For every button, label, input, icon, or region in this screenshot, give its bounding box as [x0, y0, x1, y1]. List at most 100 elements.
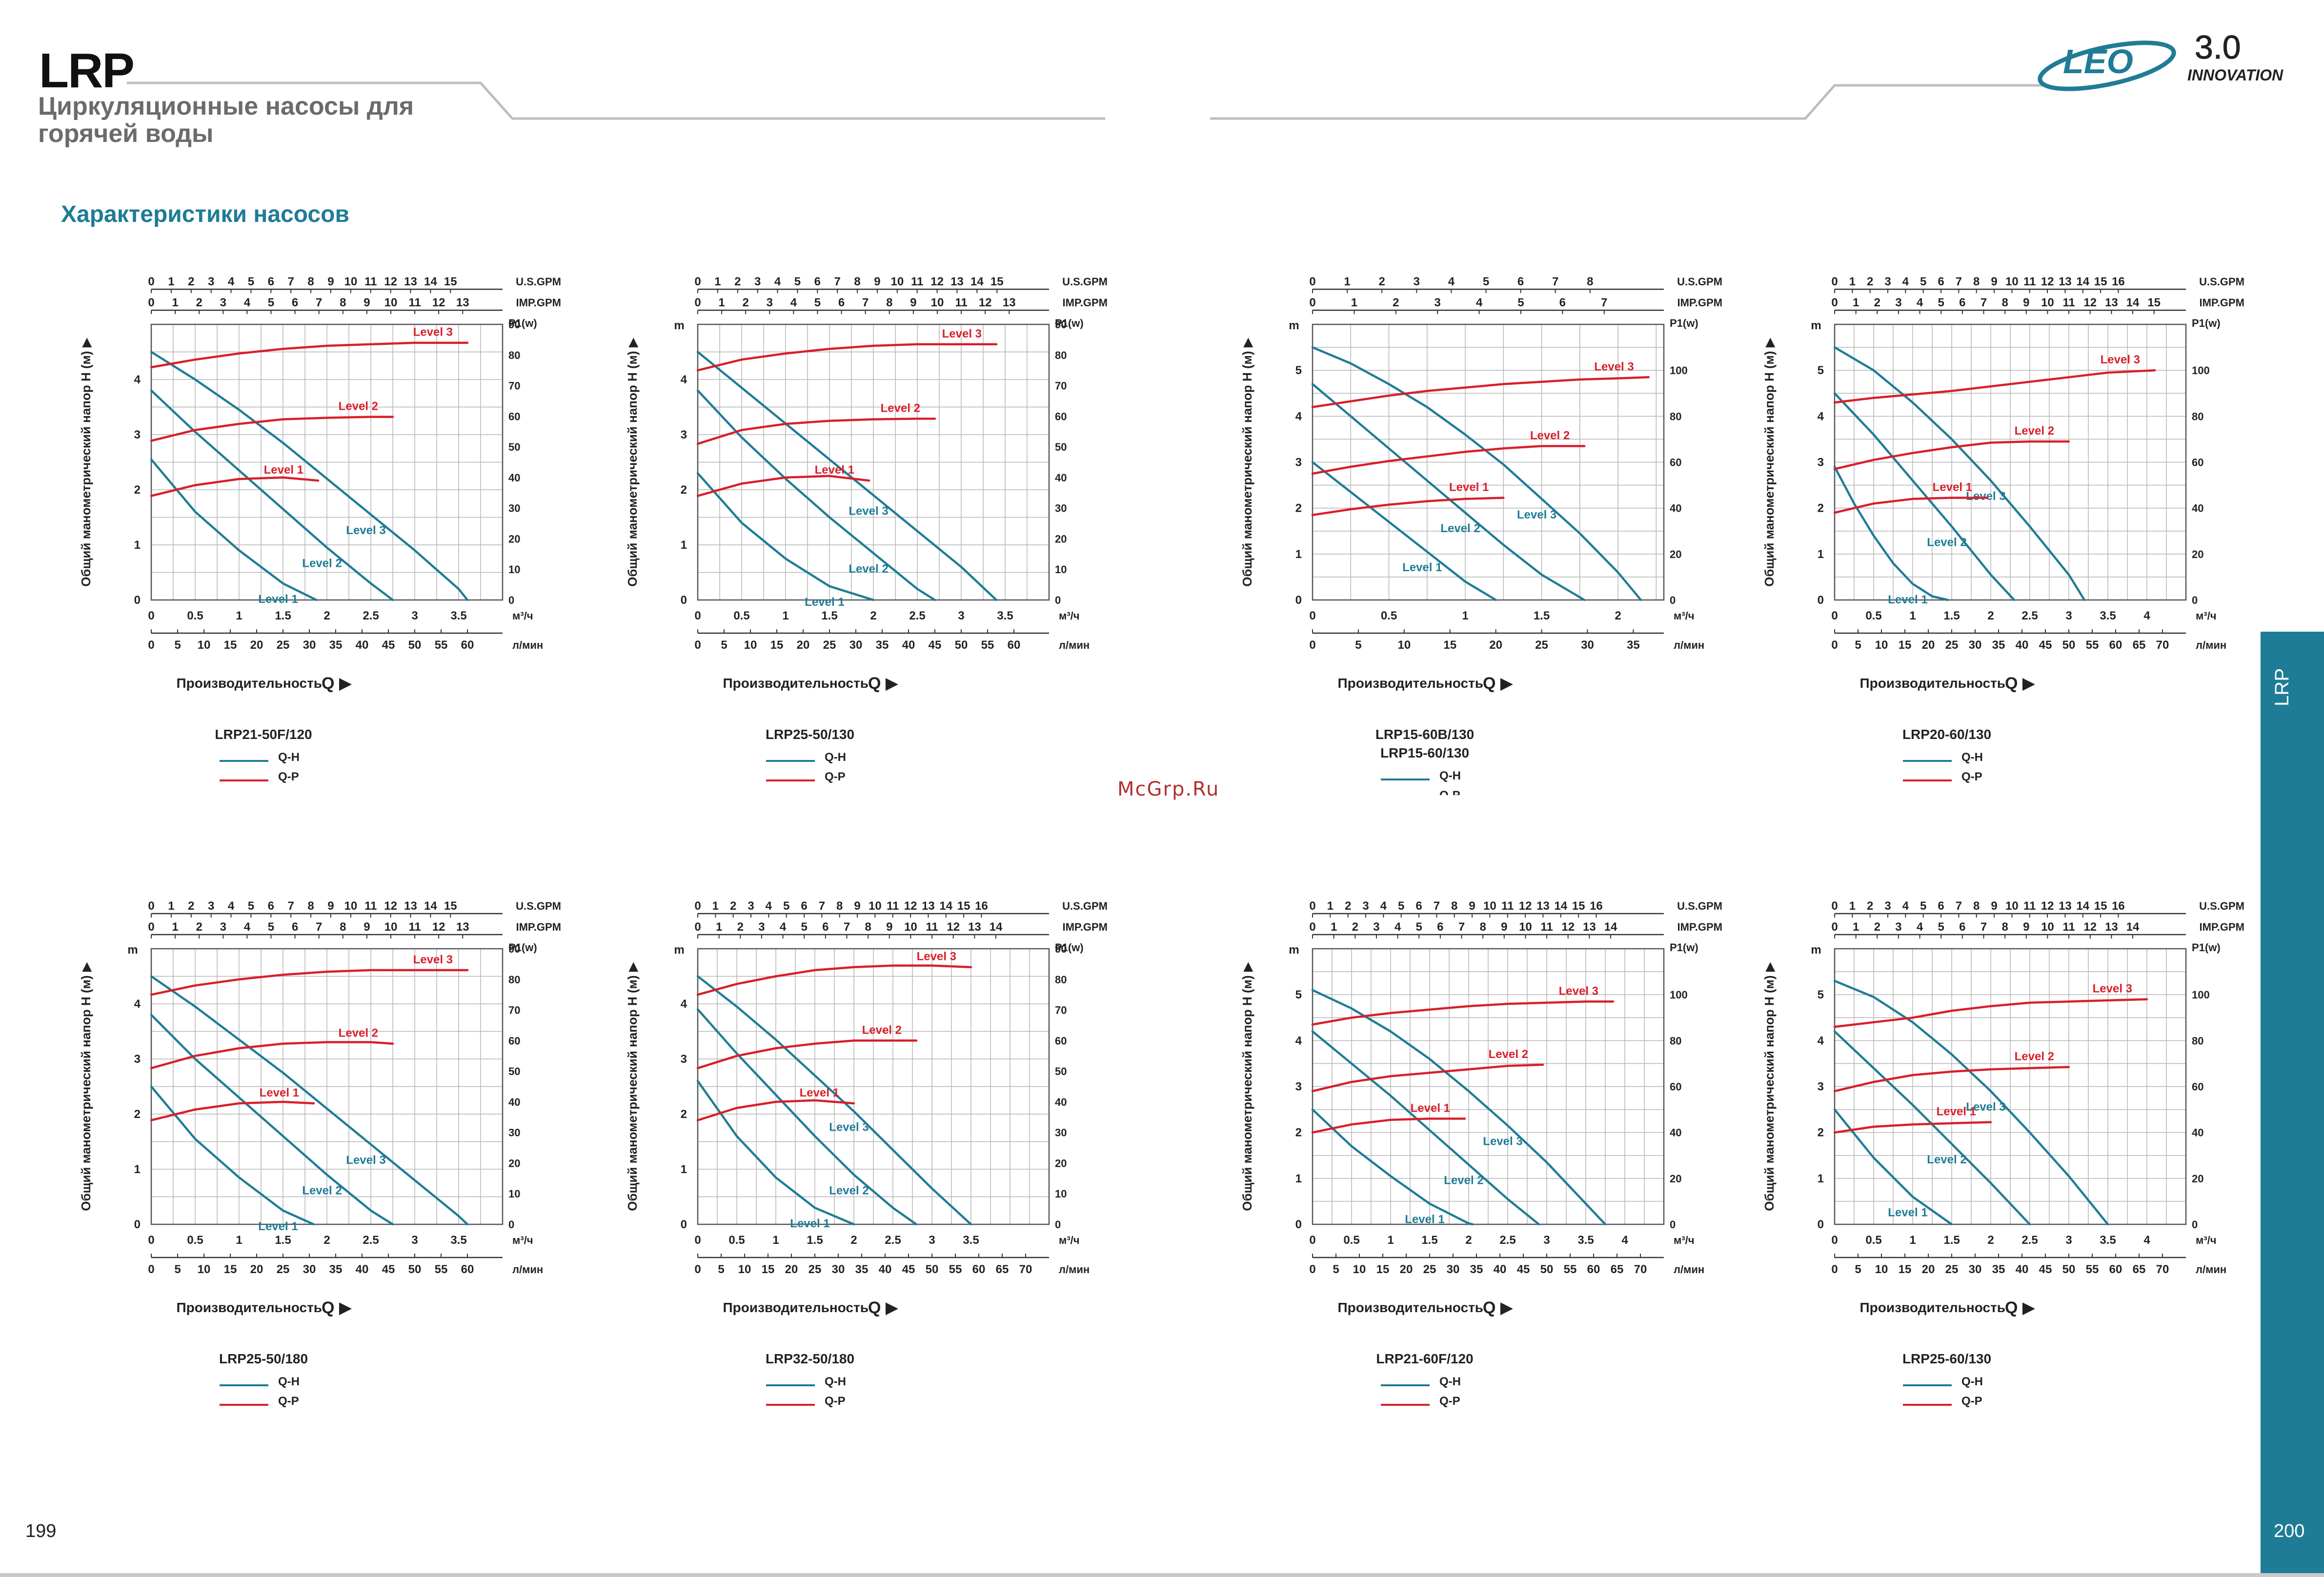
- series-label: Level 3: [2101, 353, 2140, 366]
- impgpm-tick-label: 11: [1540, 920, 1553, 934]
- usgpm-tick-label: 14: [939, 899, 952, 913]
- lmin-tick-label: 25: [823, 639, 836, 652]
- series-label: Level 1: [1933, 480, 1972, 494]
- usgpm-tick-label: 10: [1483, 899, 1496, 913]
- lmin-tick-label: 30: [303, 639, 316, 652]
- y2-tick-label: 80: [1670, 1035, 1681, 1047]
- lmin-tick-label: 45: [1517, 1263, 1530, 1276]
- usgpm-tick-label: 5: [248, 899, 254, 913]
- impgpm-tick-label: 6: [822, 920, 829, 934]
- lmin-tick-label: 50: [2062, 1263, 2076, 1276]
- m3h-tick-label: 1: [772, 1234, 779, 1247]
- impgpm-tick-label: 10: [2041, 296, 2054, 309]
- usgpm-tick-label: 15: [444, 899, 457, 913]
- impgpm-tick-label: 4: [1917, 920, 1923, 934]
- lmin-tick-label: 20: [785, 1263, 798, 1276]
- y-unit-label: m: [674, 943, 684, 957]
- impgpm-tick-label: 11: [2062, 296, 2075, 309]
- impgpm-tick-label: 12: [1561, 920, 1575, 934]
- series-label: Level 1: [1402, 561, 1442, 574]
- m3h-tick-label: 0.5: [1381, 609, 1397, 622]
- series-label: Level 2: [1927, 536, 1966, 549]
- qh-curve-level-3: [150, 975, 469, 1226]
- lmin-tick-label: 5: [1355, 639, 1361, 652]
- usgpm-tick-label: 12: [930, 275, 944, 288]
- usgpm-tick-label: 9: [1991, 275, 1997, 288]
- series-label: Level 3: [1517, 508, 1556, 521]
- usgpm-label: U.S.GPM: [1062, 900, 1108, 912]
- x-axis-symbol: Q ▶: [322, 1298, 352, 1317]
- impgpm-tick-label: 6: [1559, 296, 1566, 309]
- impgpm-tick-label: 9: [2023, 296, 2029, 309]
- impgpm-tick-label: 13: [1003, 296, 1016, 309]
- usgpm-tick-label: 12: [2041, 899, 2054, 913]
- m3h-tick-label: 3.5: [450, 609, 466, 622]
- m3h-tick-label: 2.5: [363, 1234, 379, 1247]
- lmin-tick-label: 5: [718, 1263, 724, 1276]
- section-title: Характеристики насосов: [61, 201, 349, 227]
- series-label: Level 2: [302, 557, 342, 570]
- impgpm-tick-label: 10: [904, 920, 917, 934]
- impgpm-tick-label: 11: [955, 296, 967, 309]
- series-label: Level 1: [805, 596, 844, 609]
- series-label: Level 1: [1937, 1105, 1976, 1118]
- impgpm-tick-label: 14: [990, 920, 1003, 934]
- series-label: Level 3: [1966, 490, 2005, 503]
- lmin-tick-label: 30: [832, 1263, 845, 1276]
- y-axis-label: Общий манометрический напор H (м) ▶: [625, 962, 640, 1211]
- header-rule-lines: [127, 81, 2044, 120]
- usgpm-tick-label: 11: [1501, 899, 1514, 913]
- impgpm-tick-label: 8: [865, 920, 871, 934]
- lmin-tick-label: 50: [2062, 639, 2076, 652]
- lmin-tick-label: 70: [2156, 639, 2169, 652]
- m3h-tick-label: 0: [694, 1234, 701, 1247]
- m3h-tick-label: 1: [1387, 1234, 1394, 1247]
- lmin-tick-label: 30: [1969, 639, 1982, 652]
- chart-svg: 0 1 2 3 4 5 6 7 80 1 2 3 4 5 6 7U.S.GPMIMP.GPM012345mОб…: [1240, 275, 1722, 802]
- y2-label: P1(w): [2192, 317, 2221, 329]
- usgpm-tick-label: 11: [911, 275, 923, 288]
- m3h-tick-label: 1: [236, 609, 242, 622]
- pump-chart: 0 1 2 3 4 5 6 7 8 9 10 11 12 13 14 15 0 1 2 3 4 5 6 7 8 9 10 11 12 13…: [73, 893, 561, 1419]
- usgpm-tick-label: 0: [148, 899, 154, 913]
- usgpm-tick-label: 1: [1344, 275, 1350, 288]
- y-tick-label: 0: [681, 594, 687, 607]
- m3h-tick-label: 2: [323, 609, 330, 622]
- lmin-tick-label: 15: [1443, 639, 1456, 652]
- y2-tick-label: 80: [2192, 410, 2203, 422]
- usgpm-tick-label: 12: [384, 899, 397, 913]
- series-label: Level 1: [1449, 480, 1489, 494]
- qp-curve-level-2: [1311, 445, 1586, 475]
- y2-tick-label: 80: [1055, 974, 1067, 986]
- y-tick-label: 2: [681, 483, 687, 497]
- impgpm-tick-label: 7: [862, 296, 869, 309]
- usgpm-tick-label: 15: [2094, 899, 2107, 913]
- impgpm-tick-label: 5: [814, 296, 821, 309]
- usgpm-tick-label: 5: [1920, 899, 1926, 913]
- y2-label: P1(w): [2192, 941, 2221, 954]
- y2-tick-label: 0: [508, 594, 514, 606]
- usgpm-tick-label: 0: [148, 275, 154, 288]
- y2-tick-label: 100: [1670, 364, 1688, 377]
- impgpm-tick-label: 12: [432, 920, 445, 934]
- lmin-tick-label: 55: [2086, 1263, 2099, 1276]
- qp-curve-level-3: [150, 341, 469, 369]
- impgpm-tick-label: 13: [2105, 296, 2118, 309]
- y-tick-label: 1: [1818, 548, 1824, 561]
- lmin-tick-label: 45: [2039, 639, 2052, 652]
- legend-qh-label: Q-H: [1439, 1375, 1461, 1388]
- chart-svg: 0 1 2 3 4 5 6 7 8 9 10 11 12 13 14 150 1 2 3 4 5 6 7 8 9 10 11 12 13…: [79, 899, 561, 1408]
- y2-tick-label: 100: [2192, 364, 2210, 377]
- lmin-tick-label: 10: [1353, 1263, 1366, 1276]
- m3h-tick-label: 1: [1909, 1234, 1916, 1247]
- impgpm-tick-label: 13: [1583, 920, 1596, 934]
- m3h-tick-label: 2.5: [885, 1234, 901, 1247]
- lmin-tick-label: 30: [1969, 1263, 1982, 1276]
- y2-tick-label: 20: [1055, 1157, 1067, 1169]
- y2-tick-label: 30: [508, 1127, 520, 1139]
- series-label: Level 2: [881, 401, 920, 415]
- y2-tick-label: 20: [1670, 1173, 1681, 1185]
- y2-tick-label: 0: [1055, 594, 1061, 606]
- usgpm-tick-label: 1: [714, 275, 721, 288]
- y2-tick-label: 80: [2192, 1035, 2203, 1047]
